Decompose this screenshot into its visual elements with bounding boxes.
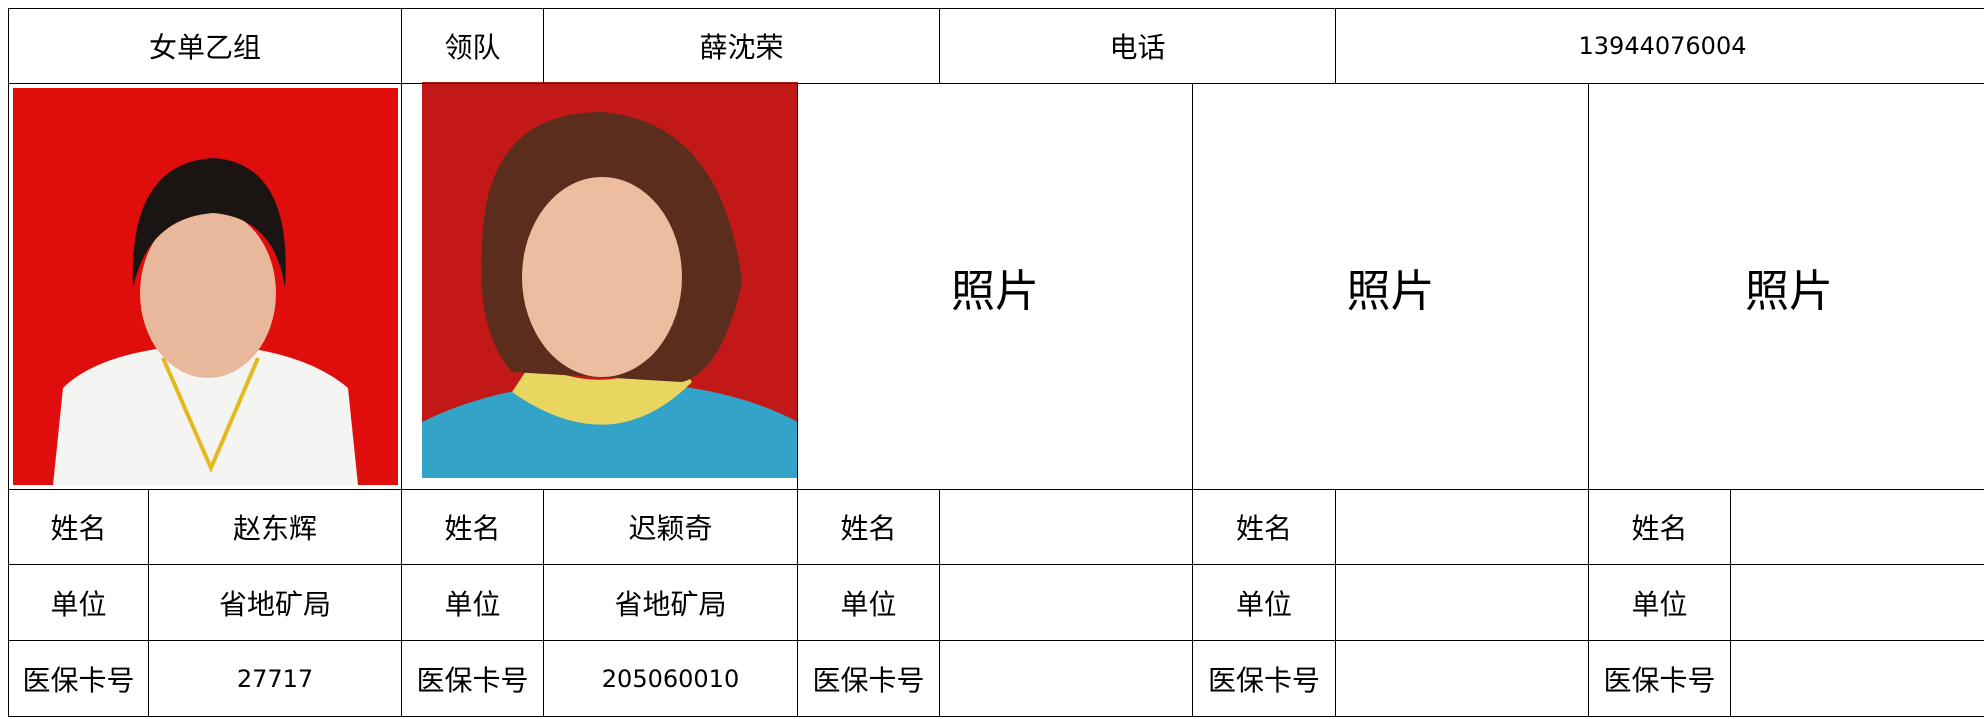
field-label: 医保卡号 bbox=[8, 640, 149, 717]
photo-cell: 照片 bbox=[1192, 83, 1589, 490]
field-value bbox=[1730, 489, 1984, 565]
field-value: 205060010 bbox=[543, 640, 798, 717]
field-label: 单位 bbox=[401, 564, 544, 641]
field-value: 省地矿局 bbox=[148, 564, 402, 641]
field-label: 医保卡号 bbox=[1588, 640, 1731, 717]
field-label: 姓名 bbox=[797, 489, 940, 565]
header-cell: 电话 bbox=[939, 8, 1336, 84]
field-label: 单位 bbox=[1192, 564, 1336, 641]
field-value: 迟颖奇 bbox=[543, 489, 798, 565]
field-value bbox=[1335, 489, 1589, 565]
field-label: 医保卡号 bbox=[401, 640, 544, 717]
field-value bbox=[939, 564, 1193, 641]
field-value: 省地矿局 bbox=[543, 564, 798, 641]
field-label: 单位 bbox=[8, 564, 149, 641]
field-label: 单位 bbox=[1588, 564, 1731, 641]
field-value bbox=[939, 640, 1193, 717]
photo-cell: 照片 bbox=[797, 83, 1193, 490]
field-label: 姓名 bbox=[8, 489, 149, 565]
field-value: 赵东辉 bbox=[148, 489, 402, 565]
field-label: 姓名 bbox=[401, 489, 544, 565]
field-value bbox=[1335, 640, 1589, 717]
field-value bbox=[1730, 564, 1984, 641]
field-value bbox=[1730, 640, 1984, 717]
field-label: 医保卡号 bbox=[797, 640, 940, 717]
field-value bbox=[939, 489, 1193, 565]
field-label: 姓名 bbox=[1588, 489, 1731, 565]
header-cell: 13944076004 bbox=[1335, 8, 1984, 84]
field-label: 姓名 bbox=[1192, 489, 1336, 565]
player-photo bbox=[13, 88, 398, 485]
field-label: 医保卡号 bbox=[1192, 640, 1336, 717]
photo-cell: 照片 bbox=[1588, 83, 1984, 490]
field-label: 单位 bbox=[797, 564, 940, 641]
field-value: 27717 bbox=[148, 640, 402, 717]
header-cell: 女单乙组 bbox=[8, 8, 402, 84]
player-photo bbox=[422, 82, 798, 478]
header-cell: 薛沈荣 bbox=[543, 8, 940, 84]
header-cell: 领队 bbox=[401, 8, 544, 84]
field-value bbox=[1335, 564, 1589, 641]
